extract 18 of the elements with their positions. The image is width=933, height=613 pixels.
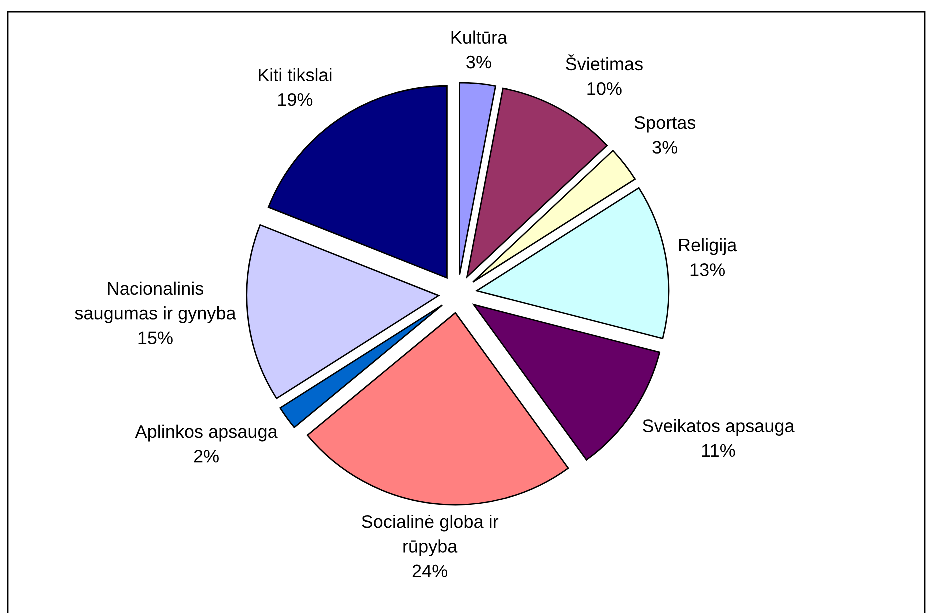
data-label: 19% — [278, 93, 313, 106]
data-label: 10% — [588, 82, 622, 96]
slice-label: Kultūra — [452, 30, 508, 44]
slice-label: Kiti tikslai — [259, 68, 332, 82]
slice-label: Socialinė globa ir rūpyba — [362, 514, 499, 556]
data-label: 13% — [690, 264, 726, 276]
data-label: 3% — [466, 56, 492, 69]
data-label: 24% — [412, 564, 448, 578]
slice-label: Sportas — [634, 116, 696, 133]
data-label: 15% — [138, 332, 173, 344]
slice-label: Nacionalinis saugumas ir gynyba — [75, 282, 236, 324]
slice-label: Religija — [679, 238, 738, 256]
slice-label: Sveikatos apsauga — [643, 419, 795, 436]
slice-label: Švietimas — [566, 54, 643, 71]
slice-label: Aplinkos apsauga — [135, 424, 278, 442]
data-label: 2% — [194, 450, 219, 463]
data-label: 3% — [652, 141, 678, 154]
data-label: 11% — [702, 444, 736, 458]
